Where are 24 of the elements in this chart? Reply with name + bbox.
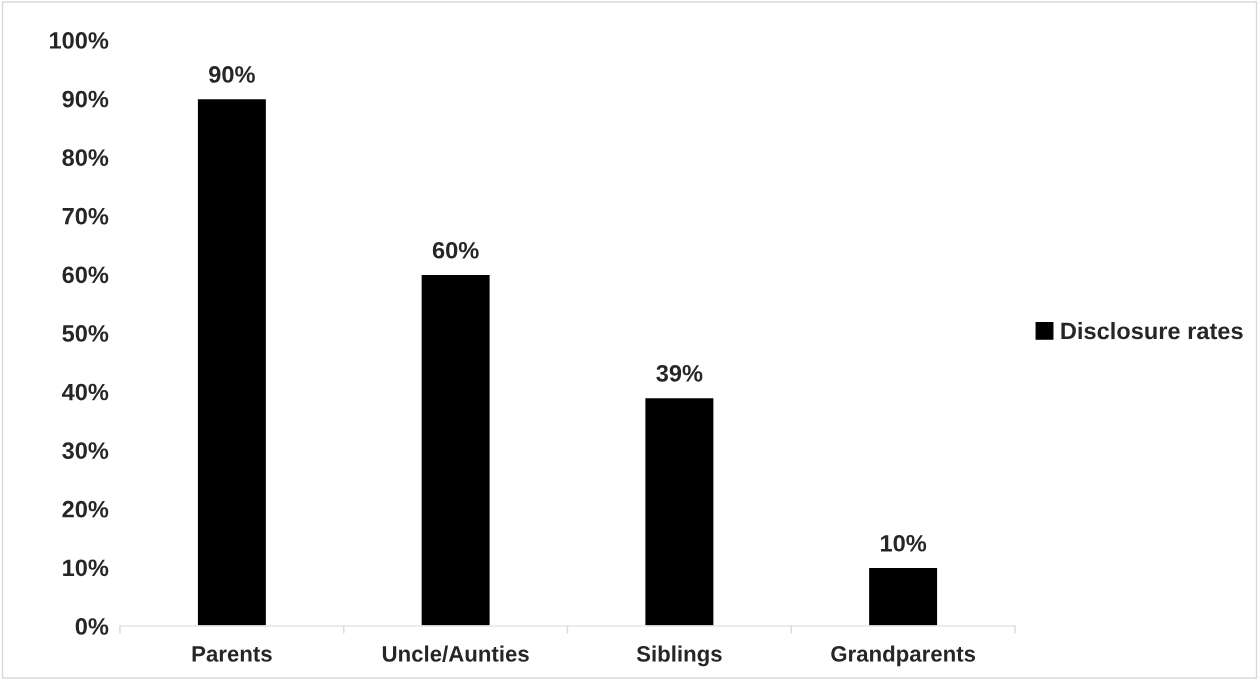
y-tick-label: 60% xyxy=(62,266,109,284)
data-label: 90% xyxy=(209,66,255,83)
bar xyxy=(867,566,939,626)
y-tick-label: 70% xyxy=(62,207,109,225)
legend-label: Disclosure rates xyxy=(1061,322,1243,340)
data-label: 39% xyxy=(656,364,703,382)
x-tick-label: Uncle/Aunties xyxy=(382,645,529,662)
y-tick-label: 30% xyxy=(62,442,109,460)
x-tick-label: Siblings xyxy=(636,645,722,667)
y-tick-label: 100% xyxy=(49,32,109,49)
bar xyxy=(420,273,492,626)
data-label: 10% xyxy=(880,534,927,552)
y-tick-label: 50% xyxy=(62,325,109,342)
y-tick-label: 40% xyxy=(61,383,109,401)
data-label: 60% xyxy=(432,241,479,259)
y-tick-label: 90% xyxy=(62,90,109,108)
bar xyxy=(196,97,268,626)
y-tick-label: 20% xyxy=(62,500,109,518)
bar xyxy=(643,396,715,626)
y-tick-label: 10% xyxy=(63,559,109,577)
y-tick-label: 80% xyxy=(62,149,109,166)
y-tick-label: 0% xyxy=(75,618,109,635)
x-tick-label: Parents xyxy=(192,646,272,662)
x-tick-label: Grandparents xyxy=(831,645,976,667)
